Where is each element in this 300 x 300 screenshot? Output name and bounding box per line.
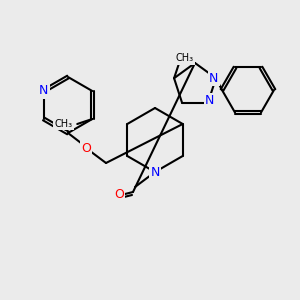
Text: O: O bbox=[114, 188, 124, 202]
Text: N: N bbox=[150, 167, 160, 179]
Text: CH₃: CH₃ bbox=[54, 119, 72, 129]
Text: N: N bbox=[209, 72, 219, 85]
Text: CH₃: CH₃ bbox=[175, 53, 193, 63]
Text: N: N bbox=[39, 85, 48, 98]
Text: O: O bbox=[81, 142, 91, 154]
Text: N: N bbox=[205, 94, 214, 107]
